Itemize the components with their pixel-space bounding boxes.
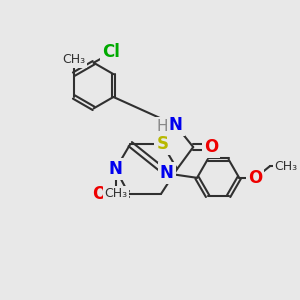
Text: H: H <box>157 119 168 134</box>
Text: O: O <box>248 169 262 187</box>
Text: O: O <box>92 185 106 203</box>
Text: CH₃: CH₃ <box>274 160 298 172</box>
Text: O: O <box>204 138 218 156</box>
Text: N: N <box>109 160 122 178</box>
Text: Cl: Cl <box>102 44 120 62</box>
Text: CH₃: CH₃ <box>104 188 127 200</box>
Text: N: N <box>169 116 183 134</box>
Text: N: N <box>160 164 174 182</box>
Text: CH₃: CH₃ <box>62 53 86 66</box>
Text: S: S <box>157 135 169 153</box>
